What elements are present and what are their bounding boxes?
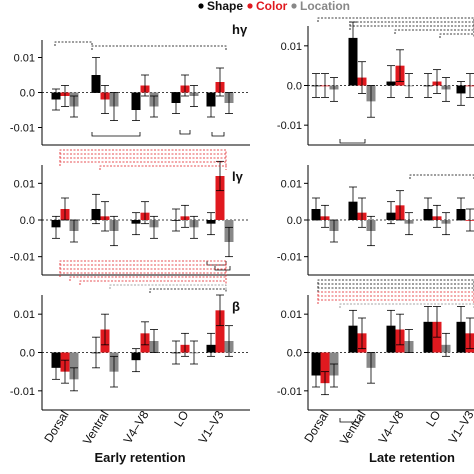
y-tick-label: 0.01 xyxy=(14,178,35,190)
significance-bracket xyxy=(214,266,231,271)
bar-color xyxy=(215,176,225,220)
y-tick-label: -0.01 xyxy=(277,386,302,398)
legend-location-label: Location xyxy=(300,0,350,13)
bar-shape xyxy=(348,37,358,86)
significance-bracket xyxy=(59,157,227,162)
significance-bracket xyxy=(149,288,227,293)
significance-bracket xyxy=(339,139,366,144)
y-tick-label: 0.0 xyxy=(287,81,302,93)
significance-bracket xyxy=(317,279,474,284)
significance-bracket xyxy=(91,45,227,50)
legend: Shape Color Location xyxy=(198,0,350,13)
significance-bracket xyxy=(211,132,225,137)
significance-bracket xyxy=(59,268,227,273)
significance-bracket xyxy=(317,299,474,304)
significance-bracket xyxy=(59,264,227,269)
y-tick-label: 0.0 xyxy=(20,348,35,360)
bar-color xyxy=(215,310,225,353)
significance-bracket xyxy=(54,41,93,46)
legend-shape-dot xyxy=(198,3,204,9)
significance-bracket xyxy=(317,283,474,288)
y-tick-label: 0.01 xyxy=(281,309,302,321)
panel-5: 0.01 0.0 -0.01 β xyxy=(10,294,250,411)
y-tick-label: 0.01 xyxy=(281,178,302,190)
x-tick-label: Dorsal xyxy=(41,408,71,445)
x-tick-label: LO xyxy=(423,408,443,429)
significance-bracket xyxy=(317,295,474,300)
legend-shape-label: Shape xyxy=(207,0,243,13)
significance-bracket xyxy=(317,291,474,296)
x-tick-label: LO xyxy=(171,408,191,429)
significance-bracket xyxy=(349,21,474,26)
significance-bracket xyxy=(79,280,227,285)
bar-color xyxy=(320,352,330,384)
significance-bracket xyxy=(317,17,474,22)
panel-4: 0.01 0.0 -0.01 xyxy=(277,165,474,276)
x-tick-label: V1–V3 xyxy=(446,408,474,446)
y-tick-label: 0.0 xyxy=(20,215,35,227)
panel-1: 0.01 0.0 -0.01 hγ xyxy=(10,22,250,146)
legend-color-label: Color xyxy=(256,0,288,13)
significance-bracket xyxy=(109,284,227,289)
significance-bracket xyxy=(349,25,474,30)
significance-bracket xyxy=(99,165,227,170)
panels: 0.01 0.0 -0.01 hγ 0.01 0.0 -0.01 0.01 0.0 -0.01 lγ… xyxy=(10,21,474,411)
y-tick-label: 0.0 xyxy=(287,348,302,360)
significance-bracket xyxy=(69,276,227,281)
y-tick-label: -0.01 xyxy=(10,386,35,398)
y-tick-label: -0.01 xyxy=(10,123,35,135)
significance-bracket xyxy=(59,149,227,154)
y-tick-label: 0.01 xyxy=(14,309,35,321)
late-retention-title: Late retention xyxy=(369,450,455,465)
y-tick-label: 0.01 xyxy=(14,53,35,65)
panel-label: hγ xyxy=(232,22,248,37)
panel-3: 0.01 0.0 -0.01 lγ xyxy=(10,160,250,276)
y-tick-label: 0.0 xyxy=(20,88,35,100)
x-axis-labels: Dorsal Ventral V4–V8 LO V1–V3 Dorsal Ventral V4… xyxy=(41,408,474,465)
significance-bracket xyxy=(59,161,227,166)
significance-bracket xyxy=(439,33,474,38)
panel-label: β xyxy=(232,299,240,314)
significance-bracket xyxy=(394,29,474,34)
early-retention-title: Early retention xyxy=(94,450,185,465)
panel-6: 0.01 0.0 -0.01 xyxy=(277,295,474,411)
x-tick-label: V4–V8 xyxy=(376,408,407,446)
significance-bracket xyxy=(59,153,227,158)
significance-bracket xyxy=(409,174,474,179)
panel-label: lγ xyxy=(232,169,244,184)
significance-bracket xyxy=(339,303,474,308)
x-tick-label: V4–V8 xyxy=(121,408,152,446)
significance-bracket xyxy=(206,261,227,266)
y-tick-label: 0.01 xyxy=(281,41,302,53)
legend-color-dot xyxy=(247,3,253,9)
significance-markers xyxy=(54,17,474,423)
significance-bracket xyxy=(59,260,227,265)
x-tick-label: Ventral xyxy=(337,408,369,447)
y-tick-label: -0.01 xyxy=(277,120,302,132)
x-tick-label: Dorsal xyxy=(301,408,331,445)
significance-bracket xyxy=(179,130,191,135)
y-tick-label: 0.0 xyxy=(287,215,302,227)
legend-location-dot xyxy=(291,3,297,9)
panel-2: 0.01 0.0 -0.01 xyxy=(277,21,474,146)
y-tick-label: -0.01 xyxy=(277,252,302,264)
x-tick-label: V1–V3 xyxy=(196,408,227,446)
significance-bracket xyxy=(91,132,141,137)
y-tick-label: -0.01 xyxy=(10,252,35,264)
x-tick-label: Ventral xyxy=(80,408,112,447)
bar-location xyxy=(69,352,79,380)
significance-bracket xyxy=(339,418,361,423)
significance-bracket xyxy=(59,272,227,277)
significance-bracket xyxy=(317,287,474,292)
